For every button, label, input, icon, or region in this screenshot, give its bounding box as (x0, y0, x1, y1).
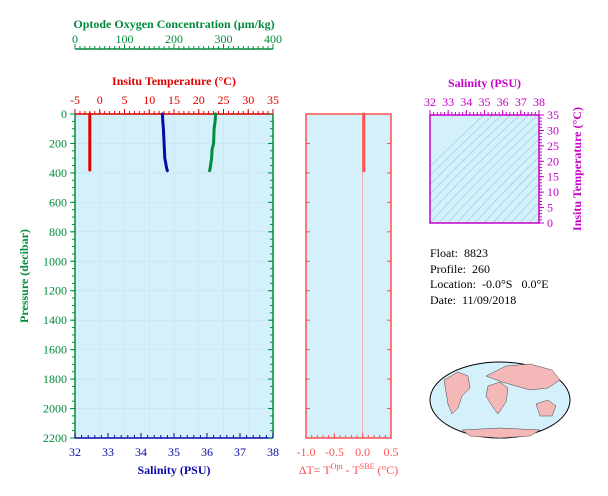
salinity-tick-label: 33 (102, 445, 114, 459)
delta-axis-label: ΔT= TOpt - TSBE (°C) (299, 462, 399, 477)
ts-salinity-tick-label: 32 (424, 95, 436, 109)
ts-salinity-tick-label: 38 (533, 95, 545, 109)
ts-density-contour (456, 138, 539, 223)
ts-density-contour (430, 115, 539, 223)
salinity-tick-label: 35 (168, 445, 180, 459)
pressure-tick-label: 1200 (43, 284, 67, 298)
ts-density-contour (430, 115, 512, 195)
temperature-tick-label: 30 (242, 93, 254, 107)
ts-salinity-tick-label: 35 (479, 95, 491, 109)
oxygen-tick-label: 200 (165, 32, 183, 46)
ts-temperature-tick-label: 5 (547, 201, 553, 215)
world-map (429, 361, 571, 439)
pressure-tick-label: 600 (49, 195, 67, 209)
temperature-tick-label: -5 (70, 93, 80, 107)
ts-salinity-tick-label: 37 (515, 95, 527, 109)
location: Location: -0.0°S 0.0°E (430, 277, 549, 291)
ts-temperature-tick-label: 35 (547, 108, 559, 122)
map-land-americas (443, 371, 471, 415)
pressure-tick-label: 2000 (43, 402, 67, 416)
temperature-tick-label: 35 (267, 93, 279, 107)
ts-salinity-tick-label: 36 (497, 95, 509, 109)
ts-temperature-tick-label: 15 (547, 170, 559, 184)
ts-temperature-tick-label: 10 (547, 185, 559, 199)
ts-density-contour (510, 192, 539, 223)
salinity-tick-label: 38 (267, 445, 279, 459)
oxygen-tick-label: 300 (215, 32, 233, 46)
pressure-tick-label: 200 (49, 136, 67, 150)
ts-density-contour (483, 165, 539, 223)
delta-tick-label: 0.5 (384, 445, 399, 459)
ts-density-contour (430, 115, 521, 204)
delta-plot-background (306, 114, 391, 438)
pressure-tick-label: 0 (61, 107, 67, 121)
pressure-tick-label: 1000 (43, 254, 67, 268)
ts-density-contour (519, 201, 539, 223)
float-info: Float: 8823 Profile: 260 Location: -0.0°S … (430, 246, 549, 308)
oxygen-tick-label: 100 (116, 32, 134, 46)
ts-density-contour (474, 156, 539, 223)
pressure-tick-label: 1400 (43, 313, 67, 327)
date: Date: 11/09/2018 (430, 292, 517, 307)
ts-density-contour (465, 147, 539, 223)
delta-plot-frame (305, 113, 392, 439)
delta-tick-label: -0.5 (325, 445, 344, 459)
delta-tick-label: -1.0 (297, 445, 316, 459)
temperature-tick-label: 15 (168, 93, 180, 107)
salinity-tick-label: 34 (135, 445, 147, 459)
salinity-profile-line (160, 112, 169, 173)
salinity-tick-label: 32 (69, 445, 81, 459)
salinity-axis-label: Salinity (PSU) (137, 463, 210, 477)
main-profile-plot: 0200400600800100012001400160018002000220… (17, 17, 282, 477)
ts-salinity-label: Salinity (PSU) (448, 76, 521, 90)
ts-background (430, 115, 539, 223)
oxygen-tick-label: 0 (72, 32, 78, 46)
ts-density-contour (438, 121, 539, 223)
ts-temperature-tick-label: 20 (547, 154, 559, 168)
oxygen-axis-label: Optode Oxygen Concentration (µm/kg) (73, 17, 274, 31)
oxygen-profile-line (208, 112, 218, 173)
temperature-tick-label: 0 (97, 93, 103, 107)
ts-salinity-tick-label: 33 (442, 95, 454, 109)
ts-density-contour (528, 211, 539, 223)
float-id: Float: 8823 (430, 246, 489, 260)
map-land-africa (485, 381, 509, 415)
salinity-tick-label: 36 (201, 445, 213, 459)
ts-density-contour (430, 115, 494, 176)
pressure-tick-label: 1800 (43, 372, 67, 386)
pressure-tick-label: 1600 (43, 343, 67, 357)
salinity-tick-label: 37 (234, 445, 246, 459)
ts-density-contour (430, 115, 503, 186)
ts-salinity-tick-label: 34 (460, 95, 472, 109)
temperature-tick-label: 10 (143, 93, 155, 107)
profile-number: Profile: 260 (430, 261, 490, 276)
temperature-tick-label: 25 (218, 93, 230, 107)
map-land-antarctica (461, 427, 541, 439)
ts-density-contour (492, 174, 539, 223)
ts-density-contour (430, 115, 485, 167)
map-land-australia (535, 399, 557, 417)
ts-temperature-label: Insitu Temperature (°C) (570, 107, 584, 231)
temperature-tick-label: 5 (122, 93, 128, 107)
ts-temperature-tick-label: 25 (547, 139, 559, 153)
ts-temperature-tick-label: 0 (547, 216, 553, 230)
ts-temperature-tick-label: 30 (547, 123, 559, 137)
oxygen-tick-label: 400 (264, 32, 282, 46)
ts-density-contour (501, 183, 539, 223)
delta-tick-label: 0.0 (355, 445, 370, 459)
pressure-tick-label: 2200 (43, 431, 67, 445)
pressure-axis-label: Pressure (decibar) (17, 229, 31, 323)
temperature-axis-label: Insitu Temperature (°C) (112, 74, 236, 88)
map-land-eurasia (485, 363, 561, 391)
pressure-tick-label: 400 (49, 166, 67, 180)
ts-density-contour (447, 130, 539, 223)
pressure-tick-label: 800 (49, 225, 67, 239)
temperature-tick-label: 20 (193, 93, 205, 107)
delta-t-plot: -1.0 -0.5 0.0 0.5 ΔT= TOpt - TSBE (°C) (297, 112, 399, 477)
